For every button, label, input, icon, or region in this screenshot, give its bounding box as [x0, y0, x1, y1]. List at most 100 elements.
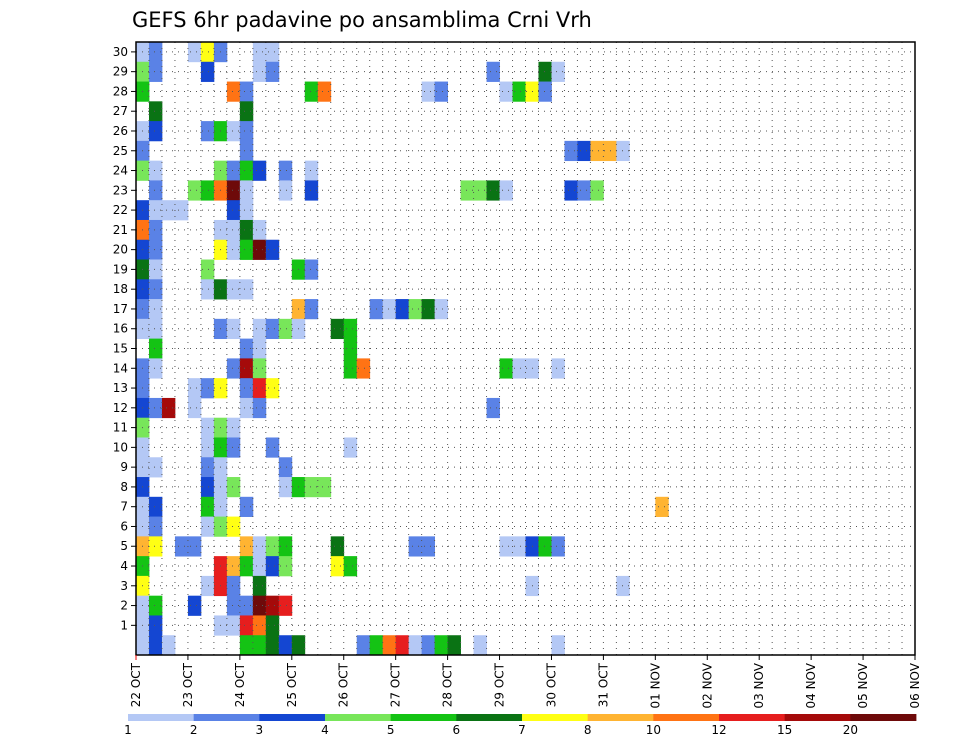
heatmap-cell [564, 140, 578, 162]
heatmap-cell [304, 180, 319, 201]
heatmap-cell [252, 615, 267, 636]
heatmap-cell [148, 101, 163, 122]
heatmap-cell [395, 635, 410, 656]
x-tick-label: 22 OCT [129, 662, 143, 707]
heatmap-cell [226, 219, 241, 241]
heatmap-cell [148, 318, 163, 340]
legend-label: 15 [777, 723, 792, 737]
heatmap-cell [551, 536, 565, 557]
heatmap-cell [187, 397, 202, 419]
y-tick-label: 16 [113, 322, 128, 336]
heatmap-cell [278, 180, 293, 201]
heatmap-cell [265, 595, 280, 616]
heatmap-cell [421, 635, 436, 656]
legend-label: 3 [256, 723, 264, 737]
heatmap-cell [330, 318, 345, 340]
heatmap-cell [434, 299, 448, 320]
heatmap-cell [538, 536, 552, 557]
heatmap-cell [226, 575, 241, 597]
heatmap-cell [577, 180, 591, 201]
heatmap-cell [265, 42, 280, 63]
heatmap-cell [161, 635, 176, 656]
heatmap-cell [148, 239, 163, 260]
heatmap-cell [486, 397, 500, 419]
heatmap-cell [252, 42, 267, 63]
legend-swatch [325, 714, 392, 721]
heatmap-cell [174, 200, 189, 221]
y-tick-label: 17 [113, 302, 128, 316]
heatmap-cell [226, 417, 241, 438]
heatmap-cell [473, 180, 487, 201]
heatmap-cell [200, 180, 215, 201]
heatmap-cell [382, 635, 397, 656]
heatmap-cell [304, 160, 319, 181]
heatmap-cell [512, 81, 526, 102]
x-tick-label: 27 OCT [389, 662, 403, 707]
heatmap-cell [148, 180, 163, 201]
heatmap-cell [226, 358, 241, 379]
heatmap-cell [304, 477, 319, 498]
heatmap-cell [239, 615, 254, 636]
heatmap-cell [239, 200, 254, 221]
heatmap-cell [486, 180, 500, 201]
x-tick-label: 24 OCT [233, 662, 247, 707]
heatmap-cell [356, 358, 371, 379]
heatmap-cell [148, 121, 163, 142]
heatmap-cell [252, 318, 267, 340]
y-tick-label: 20 [113, 243, 128, 257]
heatmap-cell [148, 536, 163, 557]
x-tick-label: 30 OCT [544, 662, 558, 707]
heatmap-cell [239, 140, 254, 162]
legend-label: 10 [646, 723, 661, 737]
y-tick-label: 13 [113, 381, 128, 395]
heatmap-cell [330, 536, 345, 557]
legend-swatch [456, 714, 523, 721]
legend-label: 20 [843, 723, 858, 737]
heatmap-cell [200, 516, 215, 537]
y-tick-label: 25 [113, 144, 128, 158]
heatmap-cell [577, 140, 591, 162]
heatmap-cell [252, 338, 267, 359]
y-tick-label: 11 [113, 421, 128, 435]
y-tick-label: 21 [113, 223, 128, 237]
heatmap-cell [148, 635, 163, 656]
heatmap-cell [343, 358, 358, 379]
plot-grid [136, 42, 915, 655]
heatmap-cell [226, 477, 241, 498]
heatmap-cell [304, 259, 319, 280]
heatmap-cell [343, 338, 358, 359]
y-tick-label: 7 [120, 500, 128, 514]
heatmap-cell [278, 318, 293, 340]
y-tick-label: 10 [113, 440, 128, 454]
legend-label: 7 [518, 723, 526, 737]
legend-swatch [784, 714, 851, 721]
legend-label: 1 [124, 723, 132, 737]
legend-swatch [719, 714, 786, 721]
y-tick-label: 29 [113, 65, 128, 79]
heatmap-cell [226, 81, 241, 102]
heatmap-cell [239, 239, 254, 260]
heatmap-cell [252, 397, 267, 419]
heatmap-cell [226, 615, 241, 636]
y-tick-label: 19 [113, 262, 128, 276]
heatmap-cell [265, 536, 280, 557]
heatmap-cell [395, 299, 410, 320]
y-tick-label: 2 [120, 599, 128, 613]
heatmap-cell [369, 635, 384, 656]
heatmap-cell [239, 378, 254, 399]
legend-label: 6 [453, 723, 461, 737]
heatmap-cell [265, 635, 280, 656]
y-axis-tick-labels: 1234567891011121314151617181920212223242… [113, 45, 136, 632]
heatmap-cell [252, 219, 267, 241]
heatmap-cell [538, 61, 552, 82]
legend-label: 12 [711, 723, 726, 737]
heatmap-cell [226, 556, 241, 577]
y-tick-label: 9 [120, 460, 128, 474]
heatmap-cell [486, 61, 500, 82]
heatmap-cell [291, 635, 306, 656]
legend-swatch [193, 714, 260, 721]
heatmap-cell [239, 536, 254, 557]
heatmap-cell [278, 635, 293, 656]
heatmap-cell [421, 81, 436, 102]
